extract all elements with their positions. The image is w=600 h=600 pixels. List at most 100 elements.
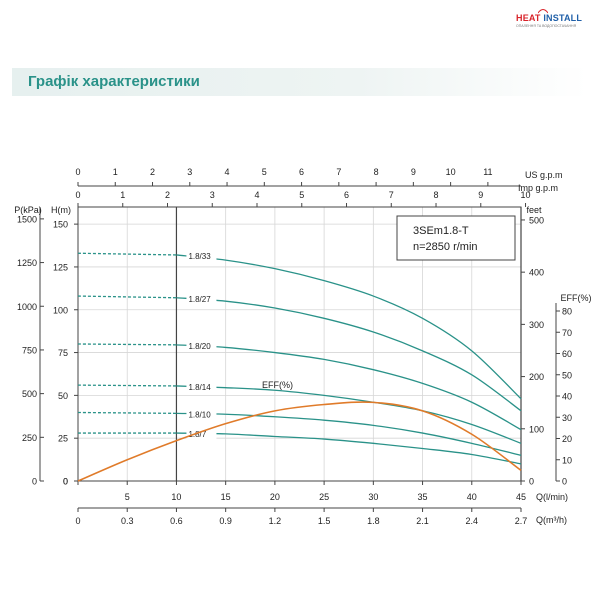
- imp-gpm-tick-label: 8: [434, 190, 439, 200]
- imp-gpm-tick-label: 9: [478, 190, 483, 200]
- head-curve-dashed: [77, 295, 177, 299]
- us-gpm-tick-label: 1: [113, 167, 118, 177]
- series-label-bg: [186, 249, 217, 261]
- feet-axis-tick-label: 400: [529, 268, 544, 278]
- head-curve: [176, 432, 522, 465]
- q-lmin-tick-label: 25: [319, 492, 329, 502]
- h-axis-tick-label: 50: [58, 391, 68, 401]
- eff-axis-tick-label: 10: [562, 455, 572, 465]
- h-axis-tick-label: 100: [53, 305, 68, 315]
- us-gpm-tick-label: 4: [225, 167, 230, 177]
- us-gpm-axis-label: US g.p.m: [525, 170, 563, 180]
- q-m3h-axis-label: Q(m³/h): [536, 515, 567, 525]
- feet-axis-tick-label: 200: [529, 372, 544, 382]
- q-lmin-axis-label: Q(l/min): [536, 492, 568, 502]
- series-label: 1.8/27: [188, 295, 211, 304]
- head-curve: [176, 412, 522, 456]
- us-gpm-tick-label: 5: [262, 167, 267, 177]
- q-lmin-tick-label: 40: [467, 492, 477, 502]
- us-gpm-tick-label: 9: [411, 167, 416, 177]
- kpa-axis-tick-label: 500: [22, 389, 37, 399]
- head-curve-dashed: [77, 343, 177, 346]
- feet-axis-tick-label: 300: [529, 320, 544, 330]
- page-title: Графік характеристики: [28, 73, 200, 90]
- model-info-box: [396, 215, 516, 261]
- series-label: 1.8/7: [188, 430, 206, 439]
- h-axis-tick-label: 25: [58, 434, 68, 444]
- h-axis-label: H(m): [51, 205, 71, 215]
- feet-axis-tick-label: 0: [529, 477, 534, 487]
- imp-gpm-tick-label: 4: [255, 190, 260, 200]
- q-m3h-tick-label: 0: [75, 516, 80, 526]
- q-m3h-tick-label: 2.1: [416, 516, 429, 526]
- imp-gpm-tick-label: 5: [299, 190, 304, 200]
- logo-install: INSTALL: [543, 13, 583, 23]
- eff-axis-tick-label: 20: [562, 434, 572, 444]
- series-label: 1.8/33: [188, 252, 211, 261]
- imp-gpm-tick-label: 6: [344, 190, 349, 200]
- head-curve: [176, 254, 522, 400]
- q-lmin-tick-label: 20: [270, 492, 280, 502]
- feet-axis-label: feet: [526, 205, 542, 215]
- us-gpm-tick-label: 2: [150, 167, 155, 177]
- head-curve: [176, 385, 522, 444]
- logo-heat: HEAT: [516, 13, 541, 23]
- head-curve-dashed: [77, 384, 177, 387]
- kpa-axis-tick-label: 0: [32, 477, 37, 487]
- model-label: 3SEm1.8-T: [413, 225, 469, 237]
- efficiency-curve-label: EFF(%): [262, 380, 293, 390]
- series-label: 1.8/10: [188, 410, 211, 419]
- kpa-axis-tick-label: 1000: [17, 302, 37, 312]
- q-m3h-tick-label: 0.6: [170, 516, 183, 526]
- h-axis-tick-label: 125: [53, 262, 68, 272]
- q-lmin-tick-label: 5: [125, 492, 130, 502]
- logo-tagline: ОПАЛЕННЯ ТА ВОДОПОСТАЧАННЯ: [516, 24, 577, 28]
- us-gpm-tick-label: 3: [187, 167, 192, 177]
- imp-gpm-tick-label: 0: [75, 190, 80, 200]
- imp-gpm-tick-label: 3: [210, 190, 215, 200]
- speed-label: n=2850 r/min: [413, 241, 478, 253]
- series-label: 1.8/20: [188, 342, 211, 351]
- us-gpm-tick-label: 7: [336, 167, 341, 177]
- us-gpm-tick-label: 8: [374, 167, 379, 177]
- section-header: Графік характеристики: [12, 68, 588, 96]
- kpa-axis-tick-label: 750: [22, 345, 37, 355]
- q-m3h-tick-label: 1.5: [318, 516, 331, 526]
- kpa-axis-tick-label: 1250: [17, 258, 37, 268]
- logo-wordmark: HEAT INSTALL: [516, 13, 582, 23]
- imp-gpm-tick-label: 10: [521, 190, 531, 200]
- imp-gpm-tick-label: 2: [165, 190, 170, 200]
- head-curve-dashed: [77, 411, 177, 415]
- q-lmin-tick-label: 30: [368, 492, 378, 502]
- series-label-bg: [186, 292, 217, 304]
- us-gpm-tick-label: 10: [446, 167, 456, 177]
- q-m3h-tick-label: 1.2: [269, 516, 282, 526]
- eff-axis-tick-label: 80: [562, 307, 572, 317]
- q-m3h-tick-label: 2.7: [515, 516, 528, 526]
- q-m3h-tick-label: 0.3: [121, 516, 134, 526]
- series-label-bg: [186, 428, 217, 440]
- q-origin-label: 0: [63, 477, 68, 487]
- q-lmin-tick-label: 10: [171, 492, 181, 502]
- us-gpm-tick-label: 6: [299, 167, 304, 177]
- feet-axis-tick-label: 100: [529, 424, 544, 434]
- q-lmin-tick-label: 45: [516, 492, 526, 502]
- eff-axis-tick-label: 50: [562, 370, 572, 380]
- eff-axis-tick-label: 0: [562, 477, 567, 487]
- head-curve-dashed: [77, 252, 177, 256]
- us-gpm-tick-label: 11: [483, 167, 492, 177]
- eff-axis-tick-label: 40: [562, 392, 572, 402]
- q-lmin-tick-label: 15: [221, 492, 231, 502]
- series-label-bg: [186, 408, 217, 420]
- kpa-axis-tick-label: 1500: [17, 214, 37, 224]
- eff-axis-tick-label: 30: [562, 413, 572, 423]
- eff-axis-tick-label: 60: [562, 349, 572, 359]
- q-lmin-tick-label: 35: [418, 492, 428, 502]
- head-curve: [176, 344, 522, 431]
- feet-axis-tick-label: 500: [529, 215, 544, 225]
- h-axis-tick-label: 75: [58, 348, 68, 358]
- series-label-bg: [186, 339, 217, 351]
- head-curve: [176, 297, 522, 412]
- us-gpm-tick-label: 0: [75, 167, 80, 177]
